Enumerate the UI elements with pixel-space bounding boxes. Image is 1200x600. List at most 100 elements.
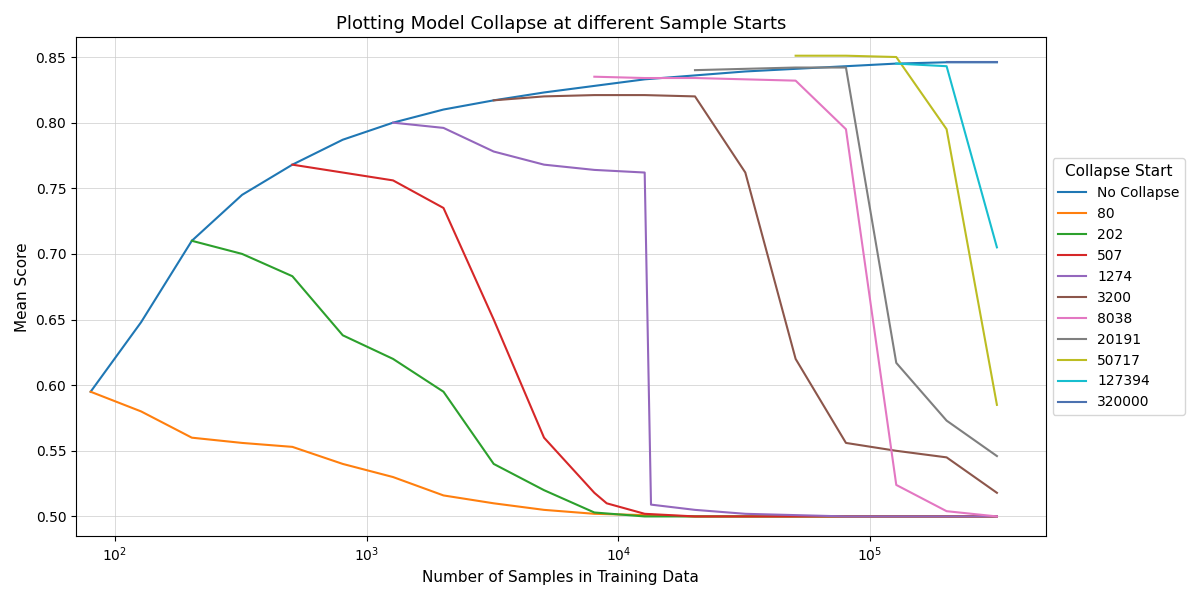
20191: [688, 67, 702, 74]
No Collapse: [738, 68, 752, 75]
8038: [637, 74, 652, 82]
202: [688, 513, 702, 520]
No Collapse: [990, 59, 1004, 66]
3200: [637, 91, 652, 98]
507: [386, 177, 401, 184]
Line: 127394: 127394: [896, 64, 997, 247]
202: [486, 460, 500, 467]
507: [788, 513, 803, 520]
Line: 3200: 3200: [493, 95, 997, 493]
No Collapse: [437, 106, 451, 113]
320000: [940, 59, 954, 66]
1274: [644, 501, 659, 508]
202: [637, 513, 652, 520]
3200: [587, 91, 601, 98]
80: [437, 492, 451, 499]
3200: [990, 489, 1004, 496]
80: [990, 513, 1004, 520]
No Collapse: [536, 89, 551, 96]
No Collapse: [637, 76, 652, 83]
202: [235, 250, 250, 257]
3200: [940, 454, 954, 461]
No Collapse: [336, 136, 350, 143]
No Collapse: [286, 161, 300, 168]
202: [336, 332, 350, 339]
80: [688, 513, 702, 520]
Line: 507: 507: [293, 164, 997, 517]
No Collapse: [587, 82, 601, 89]
80: [637, 512, 652, 519]
80: [134, 408, 149, 415]
507: [637, 510, 652, 517]
202: [536, 487, 551, 494]
1274: [486, 148, 500, 155]
50717: [788, 52, 803, 59]
20191: [839, 64, 853, 71]
80: [84, 388, 98, 395]
127394: [889, 60, 904, 67]
507: [536, 434, 551, 441]
507: [990, 513, 1004, 520]
507: [437, 205, 451, 212]
3200: [839, 439, 853, 446]
1274: [788, 512, 803, 519]
8038: [889, 481, 904, 488]
202: [185, 237, 199, 244]
1274: [386, 119, 401, 126]
507: [336, 169, 350, 176]
8038: [990, 513, 1004, 520]
3200: [688, 93, 702, 100]
80: [940, 513, 954, 520]
127394: [990, 244, 1004, 251]
8038: [587, 73, 601, 80]
507: [889, 513, 904, 520]
Line: 1274: 1274: [394, 122, 997, 517]
No Collapse: [386, 119, 401, 126]
202: [738, 513, 752, 520]
No Collapse: [688, 72, 702, 79]
1274: [889, 513, 904, 520]
No Collapse: [940, 59, 954, 66]
Title: Plotting Model Collapse at different Sample Starts: Plotting Model Collapse at different Sam…: [336, 15, 786, 33]
1274: [688, 506, 702, 514]
20191: [990, 452, 1004, 460]
1274: [738, 510, 752, 517]
1274: [990, 513, 1004, 520]
50717: [889, 53, 904, 61]
8038: [839, 125, 853, 133]
507: [940, 513, 954, 520]
507: [839, 513, 853, 520]
1274: [940, 513, 954, 520]
20191: [889, 359, 904, 367]
80: [889, 513, 904, 520]
X-axis label: Number of Samples in Training Data: Number of Samples in Training Data: [422, 570, 700, 585]
Line: 8038: 8038: [594, 77, 997, 517]
80: [738, 513, 752, 520]
1274: [587, 166, 601, 173]
3200: [889, 447, 904, 454]
80: [386, 473, 401, 481]
80: [286, 443, 300, 451]
202: [286, 272, 300, 280]
80: [839, 513, 853, 520]
Line: No Collapse: No Collapse: [91, 62, 997, 392]
80: [486, 500, 500, 507]
No Collapse: [185, 237, 199, 244]
Line: 20191: 20191: [695, 68, 997, 456]
202: [587, 509, 601, 516]
No Collapse: [235, 191, 250, 199]
50717: [940, 125, 954, 133]
50717: [839, 52, 853, 59]
202: [889, 513, 904, 520]
80: [536, 506, 551, 514]
No Collapse: [486, 97, 500, 104]
507: [286, 161, 300, 168]
507: [738, 513, 752, 520]
20191: [940, 417, 954, 424]
80: [788, 513, 803, 520]
507: [600, 500, 614, 507]
507: [688, 513, 702, 520]
202: [839, 513, 853, 520]
3200: [738, 169, 752, 176]
8038: [788, 77, 803, 84]
